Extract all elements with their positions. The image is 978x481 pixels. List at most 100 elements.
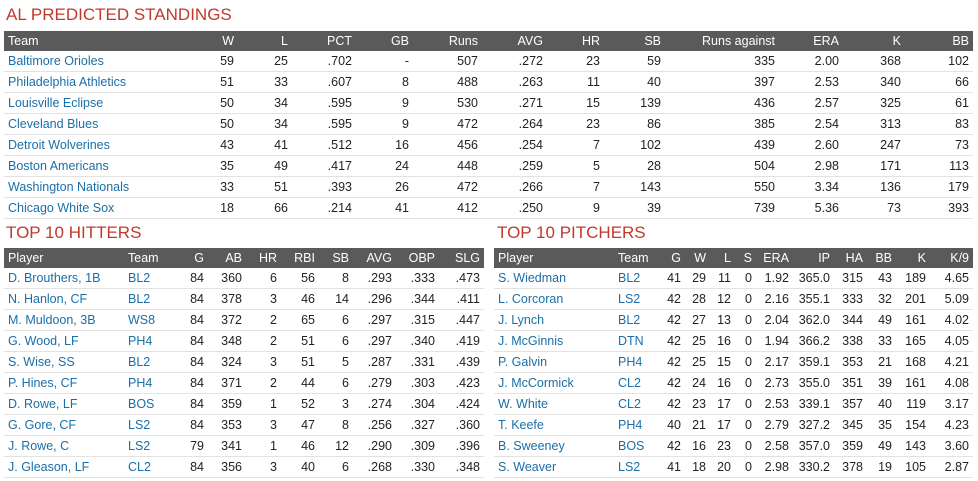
table-cell: 341 xyxy=(208,435,246,457)
link-cell[interactable]: G. Gore, CF xyxy=(4,414,124,436)
column-header: RBI xyxy=(281,248,319,268)
table-row: N. Hanlon, CF BL2 84 378 3 46 14.296.344.411 xyxy=(4,288,484,310)
table-cell: 456 xyxy=(413,134,482,156)
column-header: AVG xyxy=(353,248,396,268)
table-cell: 41 xyxy=(238,134,292,156)
table-cell: 7 xyxy=(547,134,604,156)
link-cell[interactable]: J. Rowe, C xyxy=(4,435,124,457)
table-cell: 333 xyxy=(834,288,867,310)
table-cell: 0 xyxy=(735,414,756,436)
table-cell: 365.0 xyxy=(793,268,834,289)
link-cell[interactable]: M. Muldoon, 3B xyxy=(4,309,124,331)
table-cell: 2.98 xyxy=(779,155,843,177)
link-cell[interactable]: Detroit Wolverines xyxy=(4,134,184,156)
table-cell: 4.21 xyxy=(930,351,973,373)
link-cell[interactable]: N. Hanlon, CF xyxy=(4,288,124,310)
link-cell[interactable]: PH4 xyxy=(614,414,655,436)
link-cell[interactable]: BL2 xyxy=(614,268,655,289)
link-cell[interactable]: Louisville Eclipse xyxy=(4,92,184,114)
link-cell[interactable]: D. Rowe, LF xyxy=(4,393,124,415)
link-cell[interactable]: PH4 xyxy=(124,330,180,352)
link-cell[interactable]: G. Wood, LF xyxy=(4,330,124,352)
link-cell[interactable]: Chicago White Sox xyxy=(4,197,184,219)
table-cell: 15 xyxy=(547,92,604,114)
table-cell: 84 xyxy=(180,393,208,415)
link-cell[interactable]: J. Lynch xyxy=(494,309,614,331)
link-cell[interactable]: D. Brouthers, 1B xyxy=(4,268,124,289)
table-cell: 3.34 xyxy=(779,176,843,198)
table-cell: 46 xyxy=(281,288,319,310)
link-cell[interactable]: CL2 xyxy=(124,456,180,478)
link-cell[interactable]: LS2 xyxy=(614,456,655,478)
table-cell: 530 xyxy=(413,92,482,114)
column-header: K xyxy=(843,31,905,51)
column-header: Team xyxy=(124,248,180,268)
table-cell: 102 xyxy=(905,51,973,72)
link-cell[interactable]: BL2 xyxy=(124,351,180,373)
link-cell[interactable]: P. Hines, CF xyxy=(4,372,124,394)
table-cell: 105 xyxy=(896,456,930,478)
link-cell[interactable]: DTN xyxy=(614,330,655,352)
link-cell[interactable]: S. Weaver xyxy=(494,456,614,478)
link-cell[interactable]: J. McGinnis xyxy=(494,330,614,352)
link-cell[interactable]: B. Sweeney xyxy=(494,435,614,457)
table-cell: .333 xyxy=(396,268,439,289)
column-header: SB xyxy=(319,248,353,268)
table-cell: .263 xyxy=(482,71,547,93)
link-cell[interactable]: W. White xyxy=(494,393,614,415)
table-cell: 33 xyxy=(238,71,292,93)
table-cell: .348 xyxy=(439,456,484,478)
link-cell[interactable]: J. Gleason, LF xyxy=(4,456,124,478)
table-cell: 51 xyxy=(184,71,238,93)
link-cell[interactable]: L. Corcoran xyxy=(494,288,614,310)
link-cell[interactable]: LS2 xyxy=(124,414,180,436)
table-cell: 39 xyxy=(604,197,665,219)
link-cell[interactable]: S. Wise, SS xyxy=(4,351,124,373)
link-cell[interactable]: Baltimore Orioles xyxy=(4,51,184,72)
table-cell: 1.94 xyxy=(756,330,793,352)
table-row: Louisville Eclipse 50 34.595 9 530.271 15 139 4… xyxy=(4,92,973,114)
link-cell[interactable]: CL2 xyxy=(614,393,655,415)
table-cell: 165 xyxy=(896,330,930,352)
link-cell[interactable]: PH4 xyxy=(124,372,180,394)
link-cell[interactable]: LS2 xyxy=(614,288,655,310)
link-cell[interactable]: BL2 xyxy=(124,268,180,289)
table-cell: 2.16 xyxy=(756,288,793,310)
link-cell[interactable]: WS8 xyxy=(124,309,180,331)
table-cell: .304 xyxy=(396,393,439,415)
table-cell: 5.36 xyxy=(779,197,843,219)
table-cell: 32 xyxy=(867,288,896,310)
table-cell: 0 xyxy=(735,456,756,478)
link-cell[interactable]: CL2 xyxy=(614,372,655,394)
table-cell: .303 xyxy=(396,372,439,394)
table-cell: 42 xyxy=(655,372,685,394)
link-cell[interactable]: Philadelphia Athletics xyxy=(4,71,184,93)
link-cell[interactable]: Cleveland Blues xyxy=(4,113,184,135)
table-cell: .315 xyxy=(396,309,439,331)
link-cell[interactable]: BL2 xyxy=(124,288,180,310)
link-cell[interactable]: T. Keefe xyxy=(494,414,614,436)
link-cell[interactable]: BOS xyxy=(614,435,655,457)
table-cell: 40 xyxy=(867,393,896,415)
link-cell[interactable]: LS2 xyxy=(124,435,180,457)
table-cell: 73 xyxy=(843,197,905,219)
table-cell: 43 xyxy=(867,268,896,289)
table-cell: 73 xyxy=(905,134,973,156)
table-cell: .296 xyxy=(353,288,396,310)
link-cell[interactable]: Boston Americans xyxy=(4,155,184,177)
link-cell[interactable]: J. McCormick xyxy=(494,372,614,394)
link-cell[interactable]: P. Galvin xyxy=(494,351,614,373)
link-cell[interactable]: BOS xyxy=(124,393,180,415)
link-cell[interactable]: Washington Nationals xyxy=(4,176,184,198)
link-cell[interactable]: BL2 xyxy=(614,309,655,331)
table-cell: .268 xyxy=(353,456,396,478)
table-cell: 0 xyxy=(735,288,756,310)
table-cell: 23 xyxy=(547,51,604,72)
table-cell: 472 xyxy=(413,176,482,198)
table-cell: 345 xyxy=(834,414,867,436)
link-cell[interactable]: S. Wiedman xyxy=(494,268,614,289)
column-header: S xyxy=(735,248,756,268)
table-cell: 4.65 xyxy=(930,268,973,289)
table-cell: 34 xyxy=(238,92,292,114)
link-cell[interactable]: PH4 xyxy=(614,351,655,373)
